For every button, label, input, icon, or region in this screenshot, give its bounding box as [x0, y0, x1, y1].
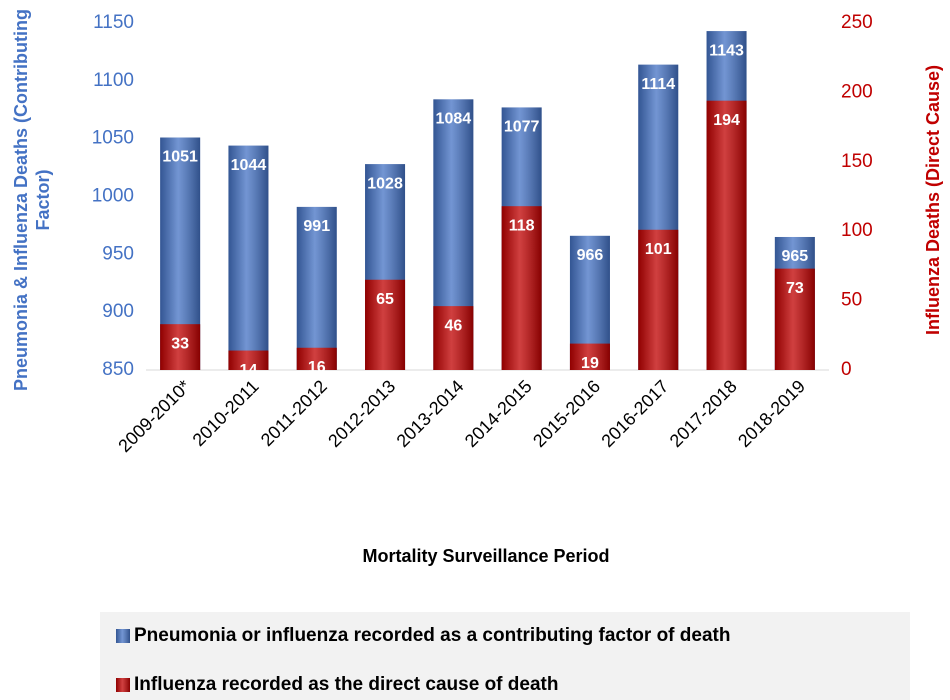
bar-shine	[774, 268, 815, 370]
y-tick-label: 850	[102, 359, 134, 380]
x-tick-label: 2017-2018	[666, 376, 741, 451]
bar-shine	[569, 343, 610, 370]
bar-shine	[638, 229, 679, 370]
value-label: 194	[713, 112, 740, 129]
y2-tick-label: 200	[841, 81, 873, 102]
value-label: 991	[303, 218, 330, 235]
y-tick-label: 1050	[92, 128, 134, 149]
value-label: 16	[308, 359, 326, 376]
value-label: 14	[240, 362, 258, 379]
x-tick-label: 2010-2011	[189, 376, 263, 450]
y-tick-label: 1150	[93, 12, 134, 33]
legend-swatch-shine	[116, 678, 130, 692]
value-label: 118	[509, 217, 535, 234]
x-tick-label: 2013-2014	[393, 376, 468, 451]
x-tick-label: 2015-2016	[529, 376, 604, 451]
x-axis-title: Mortality Surveillance Period	[362, 546, 609, 566]
y-tick-label: 900	[102, 301, 134, 322]
value-label: 1044	[231, 157, 267, 174]
bar-shine	[160, 324, 201, 370]
y-axis-title-line: Factor)	[33, 169, 53, 230]
value-label: 966	[577, 247, 604, 264]
value-label: 1143	[709, 42, 744, 59]
value-label: 101	[645, 241, 672, 258]
x-tick-label: 2011-2012	[257, 376, 331, 450]
bar-shine	[365, 279, 406, 370]
y2-tick-label: 100	[841, 220, 873, 241]
value-label: 1028	[367, 175, 403, 192]
y2-tick-label: 250	[841, 12, 873, 33]
value-label: 19	[581, 355, 599, 372]
value-label: 33	[171, 335, 189, 352]
y-axis-title: Pneumonia & Influenza Deaths (Contributi…	[11, 9, 53, 391]
x-tick-label: 2009-2010*	[114, 376, 194, 456]
bar-shine	[296, 206, 337, 370]
legend-box	[100, 612, 910, 700]
bar-shine	[433, 306, 474, 370]
y-tick-label: 950	[102, 243, 134, 264]
value-label: 1077	[504, 119, 540, 136]
y-tick-label: 1000	[92, 186, 134, 207]
value-label: 1051	[162, 149, 198, 166]
y-axis-title-line: Pneumonia & Influenza Deaths (Contributi…	[11, 9, 31, 391]
bar-shine	[501, 206, 542, 370]
legend-swatch-shine	[116, 629, 130, 643]
x-tick-label: 2012-2013	[324, 376, 399, 451]
y2-axis-title: Influenza Deaths (Direct Cause)	[923, 65, 943, 335]
legend-label: Pneumonia or influenza recorded as a con…	[134, 625, 730, 646]
value-label: 73	[786, 280, 804, 297]
value-label: 46	[444, 317, 462, 334]
y2-tick-label: 0	[841, 359, 852, 380]
y2-tick-label: 150	[841, 151, 873, 172]
bar-shine	[706, 100, 747, 370]
legend-label: Influenza recorded as the direct cause o…	[134, 674, 558, 695]
y-tick-label: 1100	[93, 70, 134, 91]
bar-shine	[296, 347, 337, 370]
x-tick-label: 2018-2019	[734, 376, 809, 451]
value-label: 65	[376, 291, 394, 308]
bar-shine	[228, 350, 269, 370]
value-label: 1084	[436, 111, 472, 128]
y2-tick-label: 50	[841, 290, 862, 311]
value-label: 1114	[641, 76, 675, 93]
bar-shine	[228, 145, 269, 370]
x-tick-label: 2016-2017	[597, 376, 672, 451]
x-tick-label: 2014-2015	[461, 376, 536, 451]
value-label: 965	[781, 248, 808, 265]
